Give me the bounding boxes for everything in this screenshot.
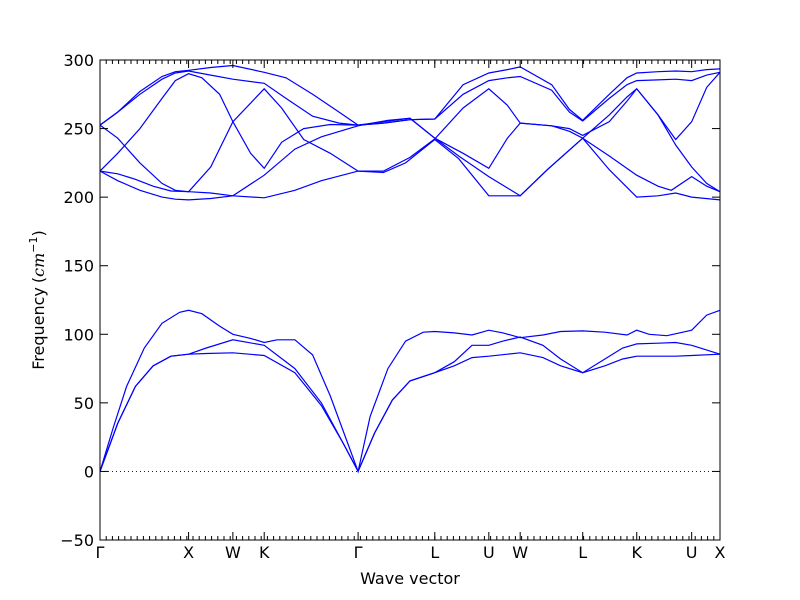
x-tick-label: X [715, 543, 726, 562]
y-axis-label-text: Frequency [29, 287, 48, 370]
x-tick-label: Γ [354, 543, 363, 562]
band-7 [99, 87, 721, 193]
x-axis-label: Wave vector [360, 569, 460, 588]
plot-frame [99, 59, 721, 541]
y-axis-unit: cm [29, 253, 48, 277]
x-tick-label: L [578, 543, 587, 562]
y-tick-label: 250 [63, 120, 94, 139]
y-axis-unit-exponent: −1 [27, 236, 40, 252]
x-tick-label: L [430, 543, 439, 562]
band-8 [99, 70, 721, 126]
plot-area [99, 64, 721, 474]
y-tick-label: 200 [63, 188, 94, 207]
y-tick-label: 50 [74, 394, 94, 413]
band-1 [99, 352, 721, 473]
band-3 [99, 309, 721, 474]
y-tick-label: 100 [63, 325, 94, 344]
x-tick-label: W [225, 543, 241, 562]
y-tick-label: 0 [84, 462, 94, 481]
y-axis-label: Frequency(cm−1) [27, 230, 48, 370]
x-tick-label: K [259, 543, 270, 562]
x-tick-label: Γ [96, 543, 105, 562]
band-2 [99, 336, 721, 473]
x-tick-label: U [483, 543, 495, 562]
x-tick-label: K [631, 543, 642, 562]
band-9 [99, 64, 721, 126]
y-axis: −50 0 50 100 150 200 250 300 [60, 51, 720, 550]
band-6 [99, 71, 721, 172]
y-tick-label: −50 [60, 531, 94, 550]
x-tick-label: W [512, 543, 528, 562]
x-tick-label: X [183, 543, 194, 562]
band-4 [99, 137, 721, 201]
y-tick-label: 150 [63, 257, 94, 276]
x-tick-label: U [686, 543, 698, 562]
y-tick-label: 300 [63, 51, 94, 70]
